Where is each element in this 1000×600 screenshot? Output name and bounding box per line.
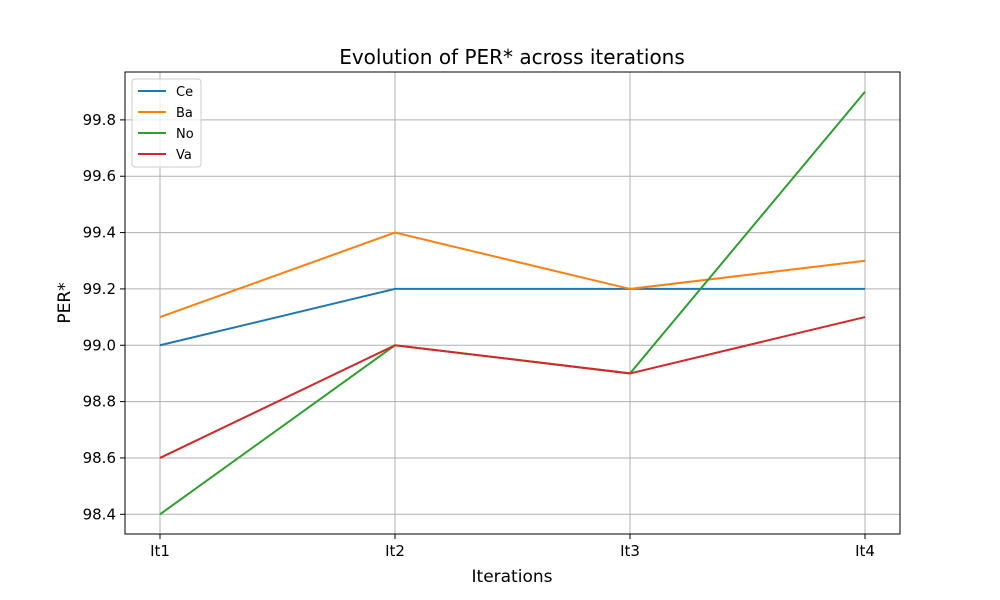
x-tick-label: It2 [385,542,405,560]
series-line-no [159,91,866,516]
y-axis-ticks: 98.4 98.6 98.8 99.0 99.2 99.4 99.6 99.8 [83,111,125,523]
legend-label-ba: Ba [176,106,193,121]
legend: Ce Ba No Va [131,78,202,168]
series-line-va [159,316,866,459]
y-tick-label: 99.6 [83,167,116,185]
plot-frame [124,71,901,535]
legend-box [131,78,202,168]
y-tick-label: 99.8 [83,111,116,129]
x-axis-label: Iterations [472,567,553,587]
y-tick-label: 98.8 [83,393,116,411]
x-tick-label: It3 [620,542,640,560]
legend-label-no: No [176,127,194,142]
legend-label-va: Va [176,148,192,163]
legend-label-ce: Ce [176,85,193,100]
series-line-ba [159,231,866,319]
x-axis-ticks: It1 It2 It3 It4 [150,534,875,560]
y-tick-label: 98.4 [83,505,116,523]
x-tick-label: It4 [855,542,875,560]
chart-title: Evolution of PER* across iterations [339,45,685,69]
series-lines [159,91,866,516]
y-tick-label: 98.6 [83,449,116,467]
y-tick-label: 99.2 [83,280,116,298]
y-tick-label: 99.4 [83,224,116,242]
grid [125,72,900,534]
x-tick-label: It1 [150,542,170,560]
series-line-ce [159,287,865,347]
y-tick-label: 99.0 [83,336,116,354]
y-axis-label: PER* [55,282,75,323]
